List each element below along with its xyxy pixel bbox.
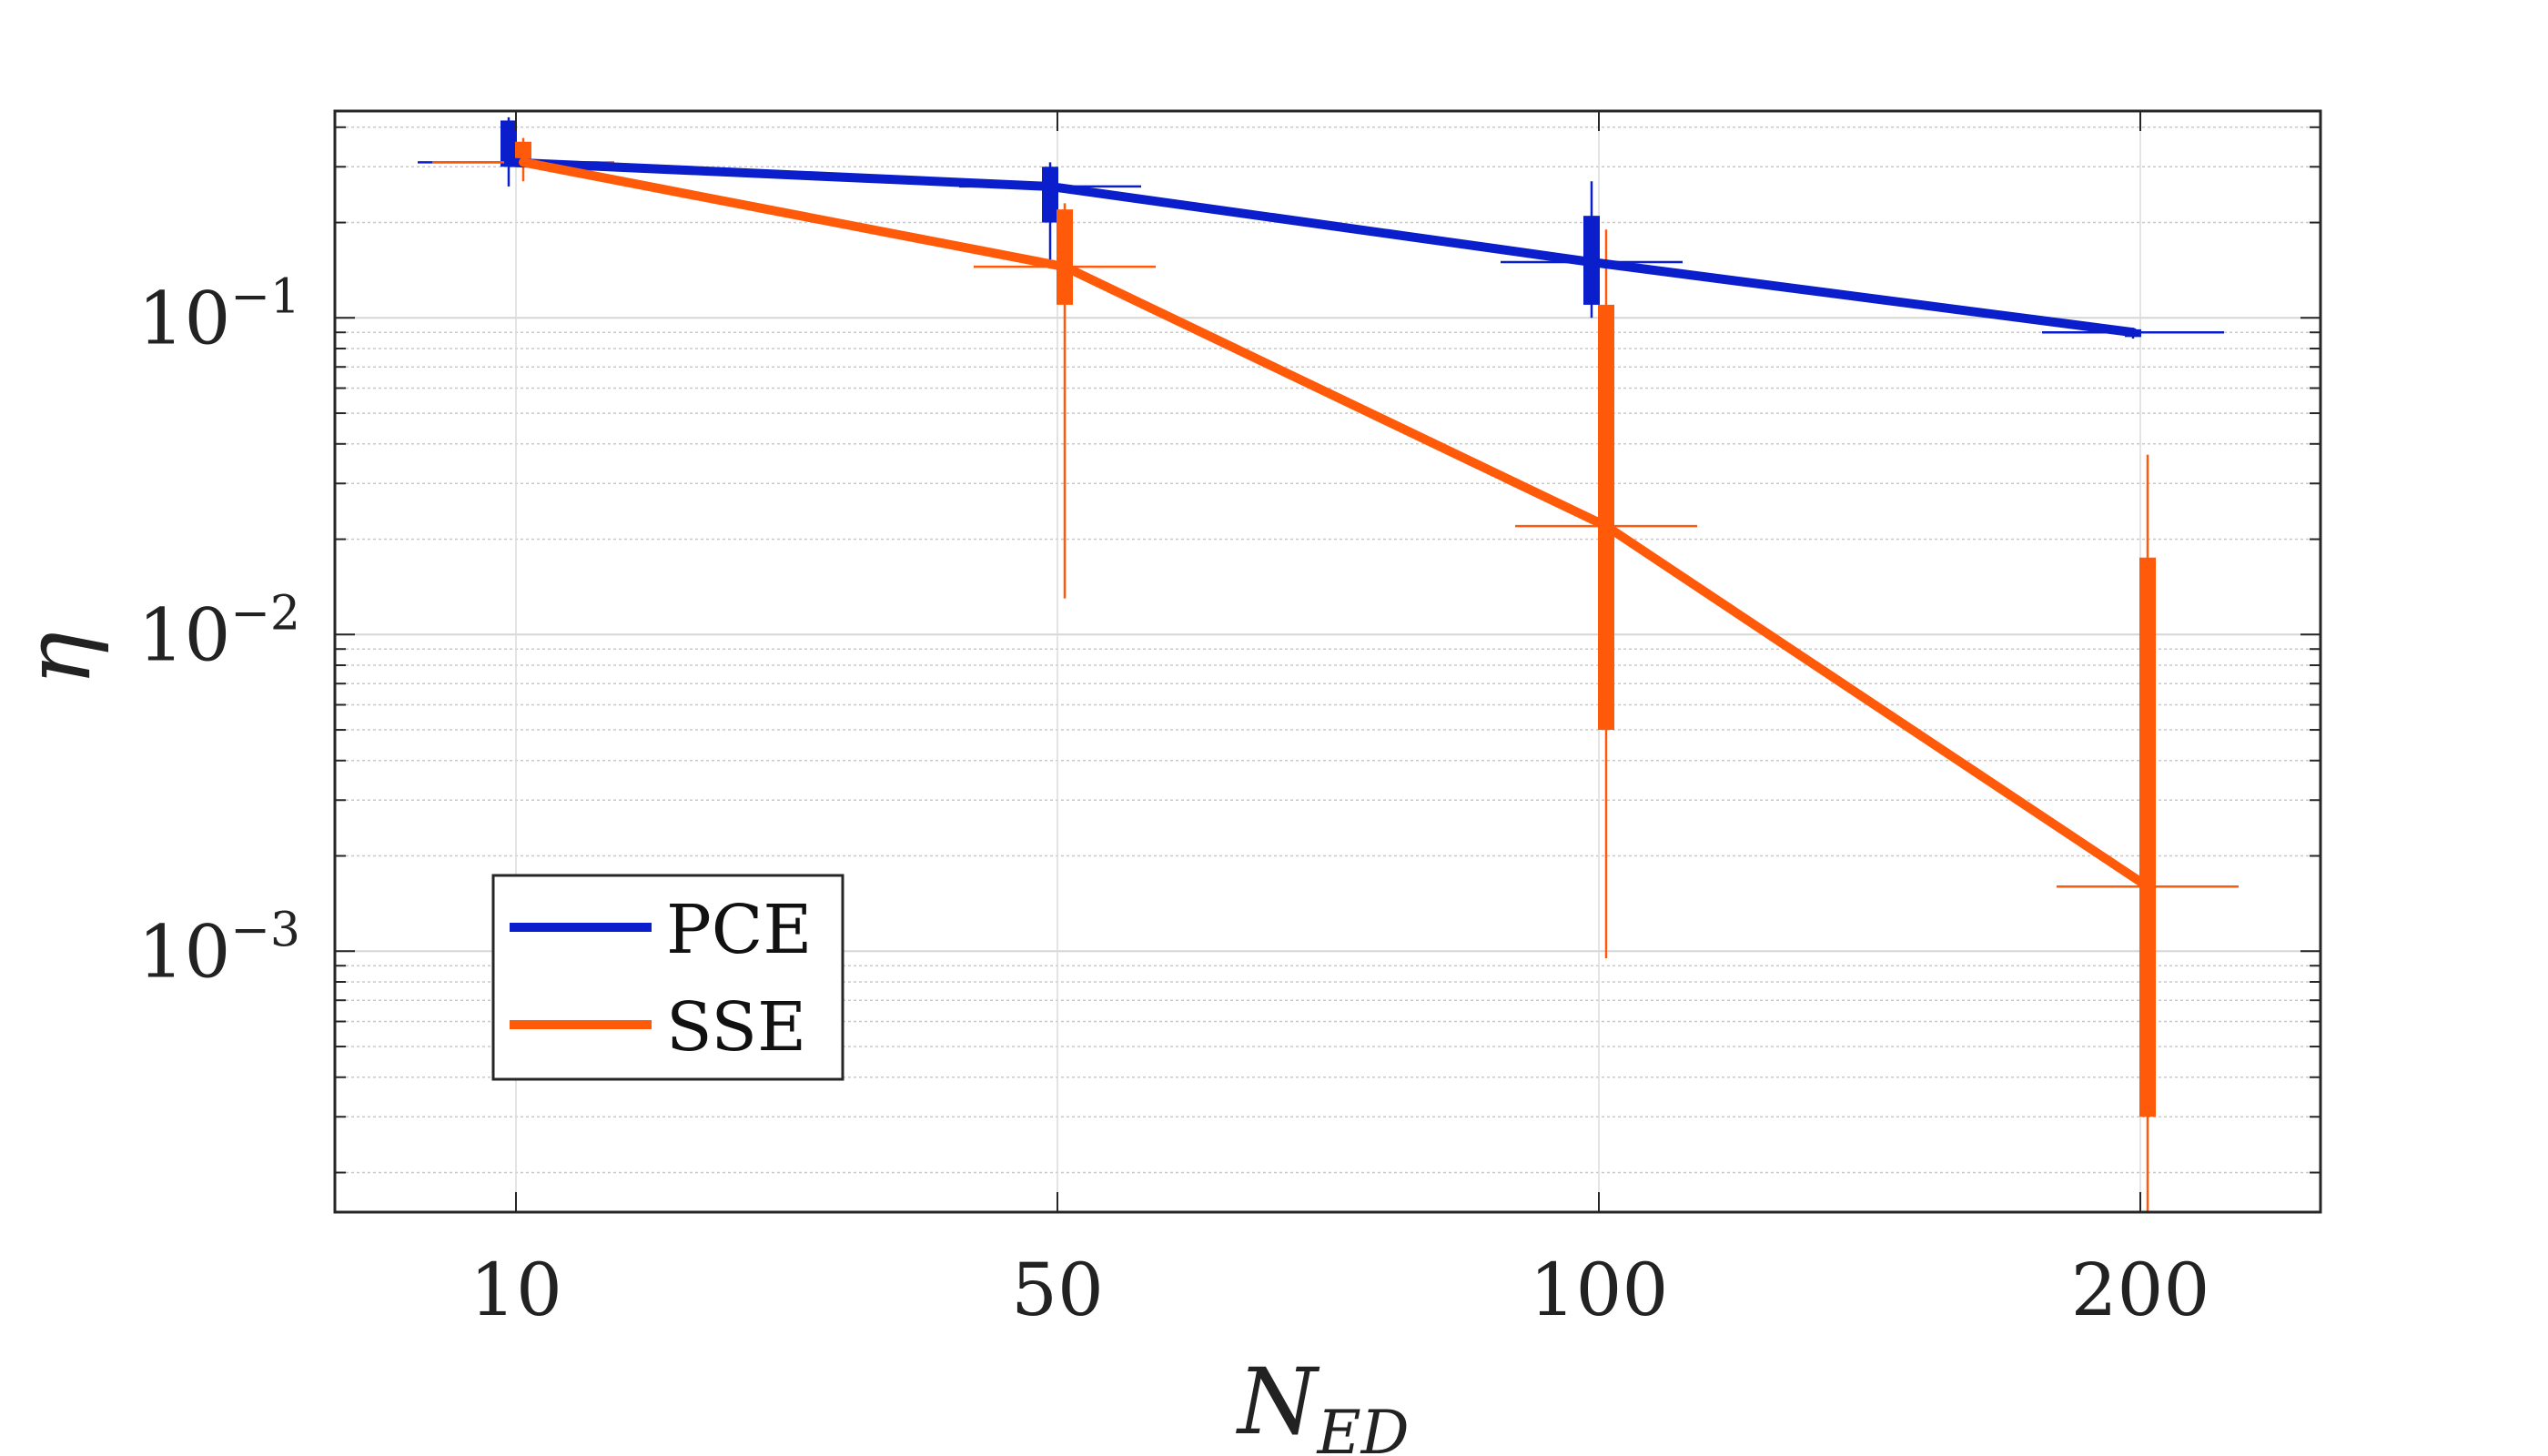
y-tick-label-exponent: −1 (230, 269, 300, 324)
series-lines (504, 157, 2152, 892)
box-pce (500, 120, 517, 167)
plot-frame (333, 109, 2322, 1214)
y-tick-label-base: 10 (138, 276, 231, 360)
x-tick-label: 50 (1011, 1248, 1104, 1332)
x-axis-label-main: N (1236, 1349, 1320, 1455)
x-axis-label-sub: ED (1317, 1398, 1410, 1456)
y-axis-label: η (5, 632, 111, 686)
y-tick-label: 10−1 (138, 269, 300, 360)
box-sse (1598, 304, 1614, 731)
y-tick-label-exponent: −3 (230, 903, 300, 957)
legend-label-sse: SSE (666, 988, 806, 1067)
legend: PCE SSE (491, 874, 844, 1081)
y-tick-label: 10−2 (138, 586, 300, 677)
y-tick-label-base: 10 (138, 592, 231, 677)
series-line-sse (519, 157, 2152, 892)
grid (335, 111, 2320, 1212)
legend-box (491, 874, 844, 1081)
x-tick-label: 100 (1530, 1248, 1669, 1332)
y-tick-label: 10−3 (138, 903, 300, 994)
legend-label-pce: PCE (666, 891, 812, 969)
box-pce (1042, 167, 1058, 223)
box-sse (1057, 209, 1073, 305)
y-tick-label-base: 10 (138, 909, 231, 994)
y-tick-label-exponent: −2 (230, 586, 300, 641)
box-sse (2139, 557, 2156, 1117)
series-line-pce (504, 157, 2138, 338)
x-tick-label: 200 (2071, 1248, 2210, 1332)
axis-labels: NED η (5, 632, 1410, 1456)
x-axis-label: NED (1236, 1349, 1410, 1456)
x-tick-label: 10 (470, 1248, 562, 1332)
